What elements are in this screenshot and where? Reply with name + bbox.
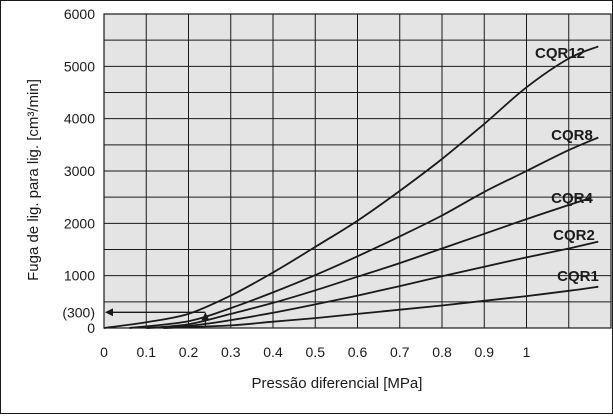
x-axis-label: Pressão diferencial [MPa] — [252, 375, 423, 392]
series-label-cqr1: CQR1 — [557, 268, 599, 285]
series-line-cqr8 — [129, 136, 599, 329]
y-tick-label: 3000 — [64, 163, 95, 179]
series-line-cqr1 — [163, 285, 599, 329]
x-tick-label: 0.4 — [263, 344, 283, 360]
y-tick-label: 1000 — [64, 268, 95, 284]
series-line-cqr12 — [103, 45, 599, 329]
x-tick-label: 0.9 — [475, 344, 495, 360]
y-tick-labels: 0 1000 2000 3000 4000 5000 6000 (300) — [62, 6, 95, 336]
series-line-cqr4 — [146, 197, 591, 329]
x-tick-label: 0.6 — [348, 344, 368, 360]
x-tick-label: 0.2 — [179, 344, 199, 360]
series-label-cqr8: CQR8 — [551, 127, 593, 144]
x-tick-labels: 0 0.1 0.2 0.3 0.4 0.5 0.6 0.7 0.8 0.9 1 — [100, 344, 531, 360]
x-tick-label: 0.5 — [306, 344, 326, 360]
series-line-cqr2 — [146, 240, 599, 329]
y-tick-label: 6000 — [64, 6, 95, 22]
y-axis-label: Fuga de lig. para lig. [cm³/min] — [25, 79, 42, 281]
x-tick-label: 0 — [100, 344, 108, 360]
x-tick-label: 0.7 — [390, 344, 410, 360]
y-tick-label: 0 — [87, 320, 95, 336]
x-tick-label: 0.1 — [137, 344, 157, 360]
y-tick-label: 4000 — [64, 111, 95, 127]
plot-border — [103, 13, 612, 329]
y-tick-label: 5000 — [64, 58, 95, 74]
series-label-cqr4: CQR4 — [551, 190, 593, 207]
series-label-cqr12: CQR12 — [535, 45, 585, 62]
curve-labels: CQR12 CQR8 CQR4 CQR2 CQR1 — [535, 45, 599, 285]
x-tick-label: 0.8 — [432, 344, 452, 360]
x-tick-label: 0.3 — [221, 344, 241, 360]
y-tick-label-extra: (300) — [62, 304, 95, 320]
x-tick-label: 1 — [523, 344, 531, 360]
annotation — [105, 308, 210, 326]
curves — [103, 45, 599, 329]
y-tick-label: 2000 — [64, 215, 95, 231]
series-label-cqr2: CQR2 — [553, 227, 595, 244]
grid-lines — [104, 14, 611, 328]
